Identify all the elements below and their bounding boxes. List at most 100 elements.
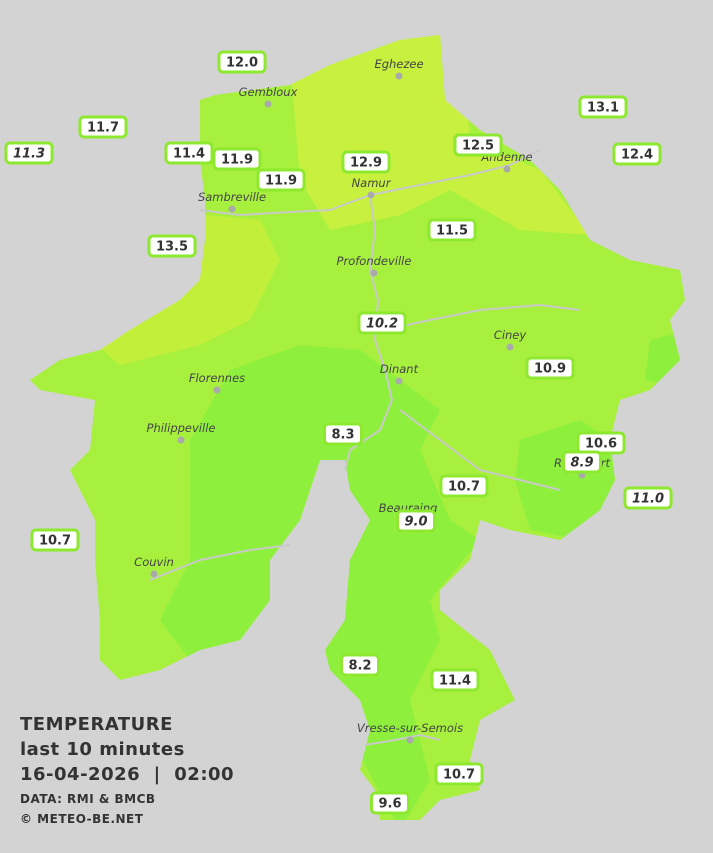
river <box>344 194 394 471</box>
city-label: Gembloux <box>239 85 298 99</box>
station: 12.0 <box>217 50 267 74</box>
zone <box>290 35 590 235</box>
city-dot <box>370 269 378 277</box>
station-value: 11.9 <box>265 174 297 189</box>
station: 12.5 <box>453 133 503 157</box>
station-badge <box>147 234 197 258</box>
legend-datetime: 16-04-2026 | 02:00 <box>20 764 234 785</box>
station-badge <box>612 142 662 166</box>
station-badge <box>30 528 80 552</box>
station: 10.2 <box>357 311 407 335</box>
station-badge <box>369 791 411 815</box>
station-badge <box>525 356 575 380</box>
city-dot <box>264 100 272 108</box>
station: 11.5 <box>427 218 477 242</box>
station-value: 10.2 <box>366 317 398 332</box>
station-value: 11.4 <box>173 147 205 162</box>
city-dot <box>395 377 403 385</box>
cities: EghezeeGemblouxAndenneNamurSambrevillePr… <box>134 57 611 744</box>
station-badge <box>339 653 381 677</box>
station: 12.9 <box>341 150 391 174</box>
station-value: 12.0 <box>226 56 258 71</box>
station-value: 9.6 <box>378 797 401 812</box>
station-value: 13.1 <box>587 101 619 116</box>
station-badge <box>217 50 267 74</box>
station-badge <box>427 218 477 242</box>
station-badge <box>212 147 262 171</box>
city-label: Vresse-sur-Semois <box>357 721 463 735</box>
station-value: 9.0 <box>404 515 427 530</box>
station-value: 12.9 <box>350 156 382 171</box>
station-value: 10.7 <box>443 768 475 783</box>
legend-subtitle: last 10 minutes <box>20 739 185 760</box>
river <box>384 303 581 331</box>
station: 12.4 <box>612 142 662 166</box>
station-value: 8.3 <box>331 428 354 443</box>
station-badge <box>578 95 628 119</box>
station-value: 13.5 <box>156 240 188 255</box>
station-badge <box>623 486 673 510</box>
station-value: 12.5 <box>462 139 494 154</box>
city-dot <box>406 736 414 744</box>
station-value: 11.9 <box>221 153 253 168</box>
station-value: 11.0 <box>632 492 664 507</box>
station: 13.1 <box>578 95 628 119</box>
station: 11.4 <box>430 668 480 692</box>
city-dot <box>367 191 375 199</box>
station: 11.3 <box>4 141 54 165</box>
city-label: Namur <box>352 176 392 190</box>
legend-source: DATA: RMI & BMCB <box>20 792 156 806</box>
stations: 12.0 11.7 11.3 11.4 11.9 11.9 12.9 12.5 13.1 12.4… <box>4 50 673 815</box>
station-badge <box>395 509 437 533</box>
station: 11.9 <box>212 147 262 171</box>
station: 8.9 <box>561 450 603 474</box>
station-value: 12.4 <box>621 148 653 163</box>
river <box>364 733 441 746</box>
station: 10.7 <box>30 528 80 552</box>
legend-title: TEMPERATURE <box>20 714 173 735</box>
station-badge <box>561 450 603 474</box>
station-value: 11.3 <box>13 147 45 162</box>
station-value: 10.7 <box>448 480 480 495</box>
station: 11.0 <box>623 486 673 510</box>
city-label: Ciney <box>494 328 527 342</box>
station-value: 10.9 <box>534 362 566 377</box>
city-label: Sambreville <box>198 190 266 204</box>
station-value: 8.9 <box>570 456 593 471</box>
station: 8.3 <box>322 422 364 446</box>
city-label: Dinant <box>380 362 419 376</box>
station-value: 8.2 <box>348 659 371 674</box>
station-badge <box>256 168 306 192</box>
station: 10.6 <box>576 431 626 455</box>
station-badge <box>439 474 489 498</box>
river <box>399 409 561 491</box>
city-dot <box>506 343 514 351</box>
city-dot <box>503 165 511 173</box>
station: 11.7 <box>78 115 128 139</box>
city-label: Couvin <box>134 555 174 569</box>
river <box>149 544 291 581</box>
station-value: 11.7 <box>87 121 119 136</box>
station-badge <box>341 150 391 174</box>
city-label: Profondeville <box>337 254 412 268</box>
city-dot <box>177 436 185 444</box>
station-badge <box>78 115 128 139</box>
station-value: 11.5 <box>436 224 468 239</box>
station: 9.0 <box>395 509 437 533</box>
city-label: Florennes <box>189 371 245 385</box>
station: 10.7 <box>434 762 484 786</box>
station-badge <box>430 668 480 692</box>
city-label: Eghezee <box>374 57 423 71</box>
city-dot <box>228 205 236 213</box>
station: 13.5 <box>147 234 197 258</box>
station-badge <box>322 422 364 446</box>
station-badge <box>357 311 407 335</box>
station-badge <box>453 133 503 157</box>
legend: TEMPERATURE last 10 minutes 16-04-2026 |… <box>20 714 234 826</box>
city-dot <box>395 72 403 80</box>
city-dot <box>150 570 158 578</box>
legend-credit: © METEO-BE.NET <box>20 812 144 826</box>
station: 11.4 <box>164 141 214 165</box>
station: 10.7 <box>439 474 489 498</box>
